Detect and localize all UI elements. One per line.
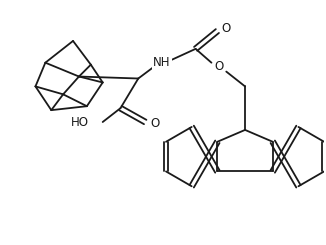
Text: O: O [215,60,224,73]
Text: O: O [221,22,230,35]
Text: NH: NH [153,56,171,69]
Text: O: O [150,118,159,131]
Text: HO: HO [71,115,89,129]
